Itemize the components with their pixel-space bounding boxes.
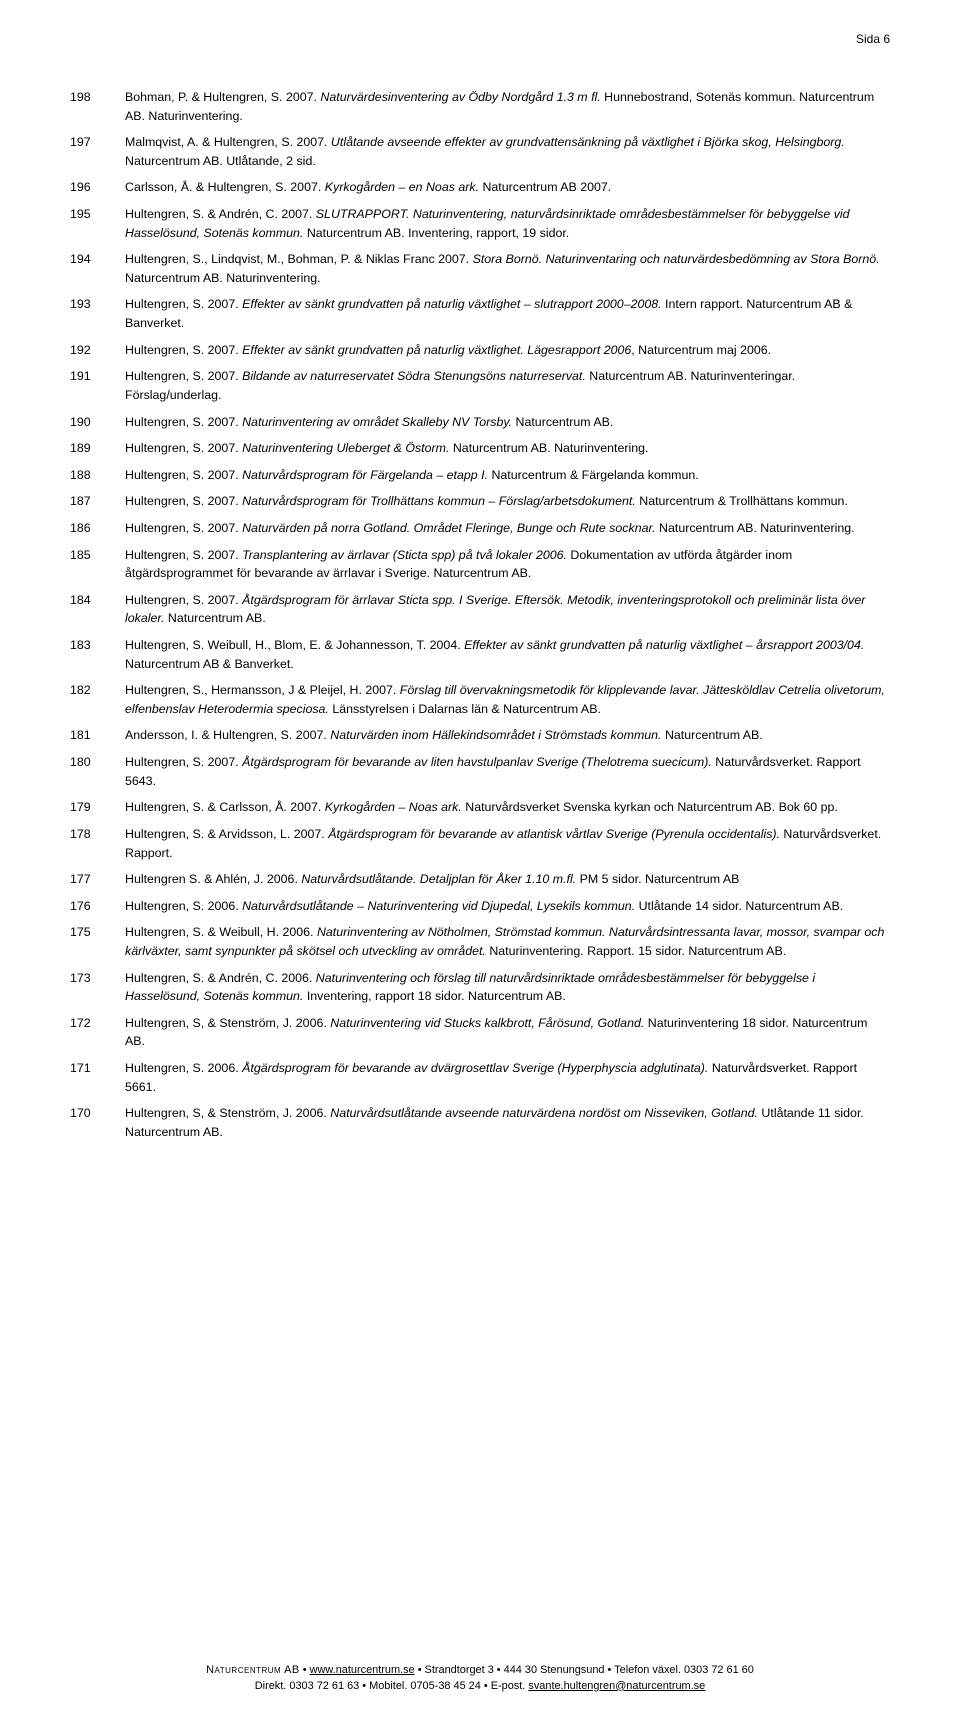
- document-page: Sida 6 198Bohman, P. & Hultengren, S. 20…: [0, 0, 960, 1714]
- bibliography-entry: 197Malmqvist, A. & Hultengren, S. 2007. …: [70, 133, 890, 178]
- bibliography-entry: 192Hultengren, S. 2007. Effekter av sänk…: [70, 341, 890, 368]
- footer-contact-labels: Direkt. 0303 72 61 63 • Mobitel. 0705-38…: [255, 1680, 526, 1692]
- entry-number: 198: [70, 88, 125, 133]
- entry-number: 183: [70, 636, 125, 681]
- bibliography-entry: 173Hultengren, S. & Andrén, C. 2006. Nat…: [70, 969, 890, 1014]
- bibliography-entry: 172Hultengren, S, & Stenström, J. 2006. …: [70, 1014, 890, 1059]
- bibliography-entry: 178Hultengren, S. & Arvidsson, L. 2007. …: [70, 825, 890, 870]
- entry-citation: Hultengren, S. 2007. Naturinventering Ul…: [125, 439, 890, 466]
- entry-number: 180: [70, 753, 125, 798]
- entry-number: 185: [70, 546, 125, 591]
- bibliography-entry: 189Hultengren, S. 2007. Naturinventering…: [70, 439, 890, 466]
- entry-citation: Hultengren, S. 2006. Åtgärdsprogram för …: [125, 1059, 890, 1104]
- entry-citation: Hultengren, S. Weibull, H., Blom, E. & J…: [125, 636, 890, 681]
- entry-citation: Carlsson, Å. & Hultengren, S. 2007. Kyrk…: [125, 178, 890, 205]
- entry-citation: Hultengren, S, & Stenström, J. 2006. Nat…: [125, 1014, 890, 1059]
- entry-number: 172: [70, 1014, 125, 1059]
- entry-number: 189: [70, 439, 125, 466]
- bibliography-entry: 188Hultengren, S. 2007. Naturvårdsprogra…: [70, 466, 890, 493]
- entry-number: 195: [70, 205, 125, 250]
- entry-citation: Hultengren, S. & Andrén, C. 2007. SLUTRA…: [125, 205, 890, 250]
- bibliography-entry: 171Hultengren, S. 2006. Åtgärdsprogram f…: [70, 1059, 890, 1104]
- bibliography-entry: 179Hultengren, S. & Carlsson, Å. 2007. K…: [70, 798, 890, 825]
- bibliography-entry: 170Hultengren, S, & Stenström, J. 2006. …: [70, 1104, 890, 1149]
- page-footer: Naturcentrum AB • www.naturcentrum.se • …: [0, 1663, 960, 1694]
- entry-number: 178: [70, 825, 125, 870]
- bibliography-list: 198Bohman, P. & Hultengren, S. 2007. Nat…: [70, 88, 890, 1149]
- entry-number: 182: [70, 681, 125, 726]
- entry-citation: Andersson, I. & Hultengren, S. 2007. Nat…: [125, 726, 890, 753]
- entry-number: 188: [70, 466, 125, 493]
- entry-citation: Hultengren, S. & Carlsson, Å. 2007. Kyrk…: [125, 798, 890, 825]
- entry-citation: Hultengren, S. 2007. Naturvårdsprogram f…: [125, 492, 890, 519]
- entry-number: 170: [70, 1104, 125, 1149]
- entry-number: 173: [70, 969, 125, 1014]
- footer-website-link[interactable]: www.naturcentrum.se: [310, 1664, 415, 1676]
- entry-number: 191: [70, 367, 125, 412]
- entry-citation: Hultengren, S. 2007. Transplantering av …: [125, 546, 890, 591]
- entry-number: 190: [70, 413, 125, 440]
- entry-number: 196: [70, 178, 125, 205]
- entry-citation: Hultengren, S., Hermansson, J & Pleijel,…: [125, 681, 890, 726]
- entry-number: 192: [70, 341, 125, 368]
- entry-citation: Hultengren, S. 2007. Effekter av sänkt g…: [125, 341, 890, 368]
- entry-number: 197: [70, 133, 125, 178]
- page-number-header: Sida 6: [70, 30, 890, 48]
- entry-citation: Hultengren, S. & Weibull, H. 2006. Natur…: [125, 923, 890, 968]
- entry-number: 194: [70, 250, 125, 295]
- bibliography-entry: 191Hultengren, S. 2007. Bildande av natu…: [70, 367, 890, 412]
- bibliography-entry: 182Hultengren, S., Hermansson, J & Pleij…: [70, 681, 890, 726]
- entry-citation: Hultengren, S, & Stenström, J. 2006. Nat…: [125, 1104, 890, 1149]
- entry-number: 184: [70, 591, 125, 636]
- entry-citation: Hultengren, S. 2007. Effekter av sänkt g…: [125, 295, 890, 340]
- entry-citation: Hultengren S. & Ahlén, J. 2006. Naturvår…: [125, 870, 890, 897]
- footer-email-link[interactable]: svante.hultengren@naturcentrum.se: [528, 1680, 705, 1692]
- bibliography-entry: 198Bohman, P. & Hultengren, S. 2007. Nat…: [70, 88, 890, 133]
- entry-citation: Hultengren, S. 2007. Åtgärdsprogram för …: [125, 591, 890, 636]
- entry-number: 176: [70, 897, 125, 924]
- entry-number: 181: [70, 726, 125, 753]
- bibliography-entry: 193Hultengren, S. 2007. Effekter av sänk…: [70, 295, 890, 340]
- footer-line-2: Direkt. 0303 72 61 63 • Mobitel. 0705-38…: [0, 1679, 960, 1694]
- entry-citation: Hultengren, S. 2007. Bildande av naturre…: [125, 367, 890, 412]
- bibliography-entry: 185Hultengren, S. 2007. Transplantering …: [70, 546, 890, 591]
- entry-number: 171: [70, 1059, 125, 1104]
- footer-company-name: Naturcentrum AB: [206, 1664, 300, 1676]
- entry-number: 186: [70, 519, 125, 546]
- bibliography-entry: 177Hultengren S. & Ahlén, J. 2006. Natur…: [70, 870, 890, 897]
- bibliography-entry: 187Hultengren, S. 2007. Naturvårdsprogra…: [70, 492, 890, 519]
- entry-citation: Malmqvist, A. & Hultengren, S. 2007. Utl…: [125, 133, 890, 178]
- footer-address-phone: Strandtorget 3 • 444 30 Stenungsund • Te…: [425, 1664, 754, 1676]
- bibliography-entry: 176Hultengren, S. 2006. Naturvårdsutlåta…: [70, 897, 890, 924]
- bibliography-entry: 184Hultengren, S. 2007. Åtgärdsprogram f…: [70, 591, 890, 636]
- entry-number: 187: [70, 492, 125, 519]
- entry-number: 179: [70, 798, 125, 825]
- bibliography-entry: 196Carlsson, Å. & Hultengren, S. 2007. K…: [70, 178, 890, 205]
- bibliography-entry: 195Hultengren, S. & Andrén, C. 2007. SLU…: [70, 205, 890, 250]
- entry-citation: Hultengren, S. 2007. Naturvårdsprogram f…: [125, 466, 890, 493]
- entry-citation: Hultengren, S. 2007. Åtgärdsprogram för …: [125, 753, 890, 798]
- bibliography-entry: 190Hultengren, S. 2007. Naturinventering…: [70, 413, 890, 440]
- entry-citation: Hultengren, S. & Andrén, C. 2006. Naturi…: [125, 969, 890, 1014]
- entry-citation: Hultengren, S. 2006. Naturvårdsutlåtande…: [125, 897, 890, 924]
- entry-number: 177: [70, 870, 125, 897]
- entry-citation: Hultengren, S. 2007. Naturinventering av…: [125, 413, 890, 440]
- entry-number: 175: [70, 923, 125, 968]
- entry-citation: Hultengren, S., Lindqvist, M., Bohman, P…: [125, 250, 890, 295]
- entry-citation: Hultengren, S. & Arvidsson, L. 2007. Åtg…: [125, 825, 890, 870]
- bibliography-entry: 181Andersson, I. & Hultengren, S. 2007. …: [70, 726, 890, 753]
- entry-citation: Hultengren, S. 2007. Naturvärden på norr…: [125, 519, 890, 546]
- bibliography-entry: 175Hultengren, S. & Weibull, H. 2006. Na…: [70, 923, 890, 968]
- footer-line-1: Naturcentrum AB • www.naturcentrum.se • …: [0, 1663, 960, 1678]
- bibliography-entry: 194Hultengren, S., Lindqvist, M., Bohman…: [70, 250, 890, 295]
- entry-citation: Bohman, P. & Hultengren, S. 2007. Naturv…: [125, 88, 890, 133]
- bibliography-entry: 186Hultengren, S. 2007. Naturvärden på n…: [70, 519, 890, 546]
- bibliography-entry: 180Hultengren, S. 2007. Åtgärdsprogram f…: [70, 753, 890, 798]
- bibliography-entry: 183Hultengren, S. Weibull, H., Blom, E. …: [70, 636, 890, 681]
- entry-number: 193: [70, 295, 125, 340]
